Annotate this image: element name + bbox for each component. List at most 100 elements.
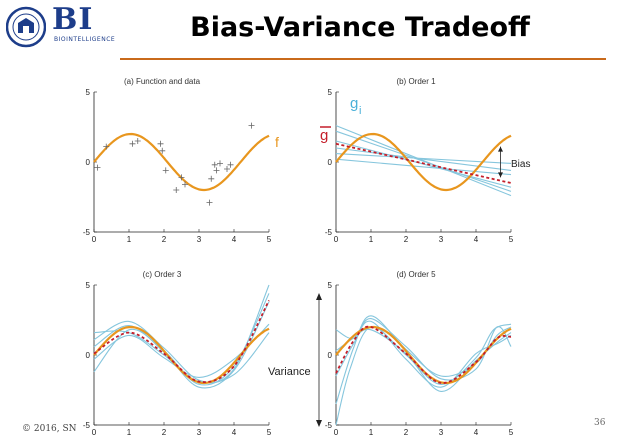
data-point — [217, 160, 223, 167]
fit-line — [335, 158, 512, 176]
x-tick-label: 1 — [369, 235, 374, 244]
mean-fit-line — [335, 325, 512, 384]
x-tick-label: 2 — [162, 235, 167, 244]
x-tick-label: 1 — [127, 428, 132, 437]
plot-order-5: (d) Order 5 0 1 2 3 4 550-5 — [316, 270, 514, 437]
plot-area: 0 1 2 3 4 550-5 — [83, 88, 272, 244]
x-tick-label: 4 — [474, 428, 479, 437]
plot-order-1: (b) Order 1 0 1 2 3 4 550-5 g i g Bias — [320, 77, 530, 244]
fit-line — [335, 147, 512, 171]
data-point — [159, 147, 166, 154]
x-tick-label: 3 — [197, 428, 202, 437]
data-point — [224, 166, 230, 172]
data-point — [129, 140, 136, 147]
fit-line — [335, 320, 512, 388]
data-point — [182, 181, 188, 188]
x-tick-label: 5 — [267, 428, 272, 437]
biointelligence-logo: BI BIOINTELLIGENCE — [6, 2, 126, 50]
gi-subscript: i — [359, 105, 361, 117]
variance-arrow — [316, 293, 322, 427]
y-tick-label: -5 — [83, 421, 91, 430]
x-tick-label: 3 — [439, 428, 444, 437]
logo-subtitle: BIOINTELLIGENCE — [54, 36, 116, 43]
x-tick-label: 0 — [92, 428, 97, 437]
y-tick-label: 0 — [86, 351, 91, 360]
x-tick-label: 4 — [232, 428, 237, 437]
plot-title: (c) Order 3 — [143, 270, 182, 279]
x-tick-label: 1 — [369, 428, 374, 437]
data-point — [134, 138, 141, 144]
data-point — [103, 143, 110, 150]
page-title: Bias-Variance Tradeoff — [190, 12, 530, 43]
x-tick-label: 0 — [334, 235, 339, 244]
mean-fit-line — [335, 142, 512, 184]
y-tick-label: 5 — [86, 281, 91, 290]
plot-area: 0 1 2 3 4 550-5 — [325, 88, 514, 244]
logo-text: BI — [52, 2, 94, 37]
x-tick-label: 0 — [92, 235, 97, 244]
fit-line — [93, 284, 270, 384]
fit-line — [93, 301, 270, 389]
plot-title: (b) Order 1 — [396, 77, 436, 86]
title-rule — [120, 58, 606, 60]
data-point — [211, 161, 218, 168]
y-tick-label: -5 — [83, 228, 91, 237]
y-tick-label: 0 — [86, 158, 91, 167]
true-function-line — [335, 132, 512, 192]
page-number: 36 — [594, 418, 606, 428]
y-tick-label: -5 — [325, 421, 333, 430]
fit-line — [93, 320, 270, 383]
fit-line — [335, 328, 512, 392]
fit-line — [335, 323, 512, 426]
x-tick-label: 0 — [334, 428, 339, 437]
x-tick-label: 1 — [127, 235, 132, 244]
bias-label: Bias — [511, 159, 530, 170]
data-point — [173, 187, 180, 193]
y-tick-label: 0 — [328, 158, 333, 167]
plot-title: (d) Order 5 — [396, 270, 436, 279]
y-tick-label: 5 — [86, 88, 91, 97]
data-point — [162, 167, 169, 174]
plot-order-3: (c) Order 3 0 1 2 3 4 550-5 — [83, 270, 272, 437]
variance-label: Variance — [268, 366, 311, 378]
data-point — [208, 175, 215, 182]
data-point — [227, 161, 234, 168]
x-tick-label: 5 — [509, 235, 514, 244]
y-tick-label: -5 — [325, 228, 333, 237]
data-point — [206, 199, 213, 206]
y-tick-label: 5 — [328, 88, 333, 97]
x-tick-label: 3 — [197, 235, 202, 244]
f-label: f — [275, 134, 279, 150]
plot-function-and-data: (a) Function and data 0 1 2 3 4 550-5 f — [83, 77, 279, 244]
true-function-line — [93, 132, 270, 192]
x-tick-label: 2 — [404, 235, 409, 244]
bias-arrowhead-bottom — [498, 172, 503, 178]
x-tick-label: 2 — [404, 428, 409, 437]
x-tick-label: 4 — [232, 235, 237, 244]
data-point — [94, 164, 101, 171]
plot-area: 0 1 2 3 4 550-5 — [325, 281, 514, 437]
data-point — [213, 167, 220, 174]
fit-line — [335, 130, 512, 192]
data-point — [157, 140, 164, 147]
x-tick-label: 5 — [267, 235, 272, 244]
data-point — [178, 174, 185, 181]
university-seal-icon — [6, 6, 46, 48]
fit-line — [335, 315, 512, 405]
x-tick-label: 3 — [439, 235, 444, 244]
data-point — [248, 122, 255, 129]
x-tick-label: 5 — [509, 428, 514, 437]
bias-arrowhead-top — [498, 146, 503, 152]
y-tick-label: 0 — [328, 351, 333, 360]
x-tick-label: 4 — [474, 235, 479, 244]
y-tick-label: 5 — [328, 281, 333, 290]
x-tick-label: 2 — [162, 428, 167, 437]
plot-area: 0 1 2 3 4 550-5 — [83, 281, 272, 437]
copyright-footer: © 2016, SN — [22, 424, 77, 434]
plot-title: (a) Function and data — [124, 77, 201, 86]
fit-line — [335, 125, 512, 197]
gi-label: g — [350, 95, 358, 112]
mean-fit-line — [93, 299, 270, 383]
gbar-label: g — [320, 127, 328, 144]
true-function-line — [335, 325, 512, 385]
